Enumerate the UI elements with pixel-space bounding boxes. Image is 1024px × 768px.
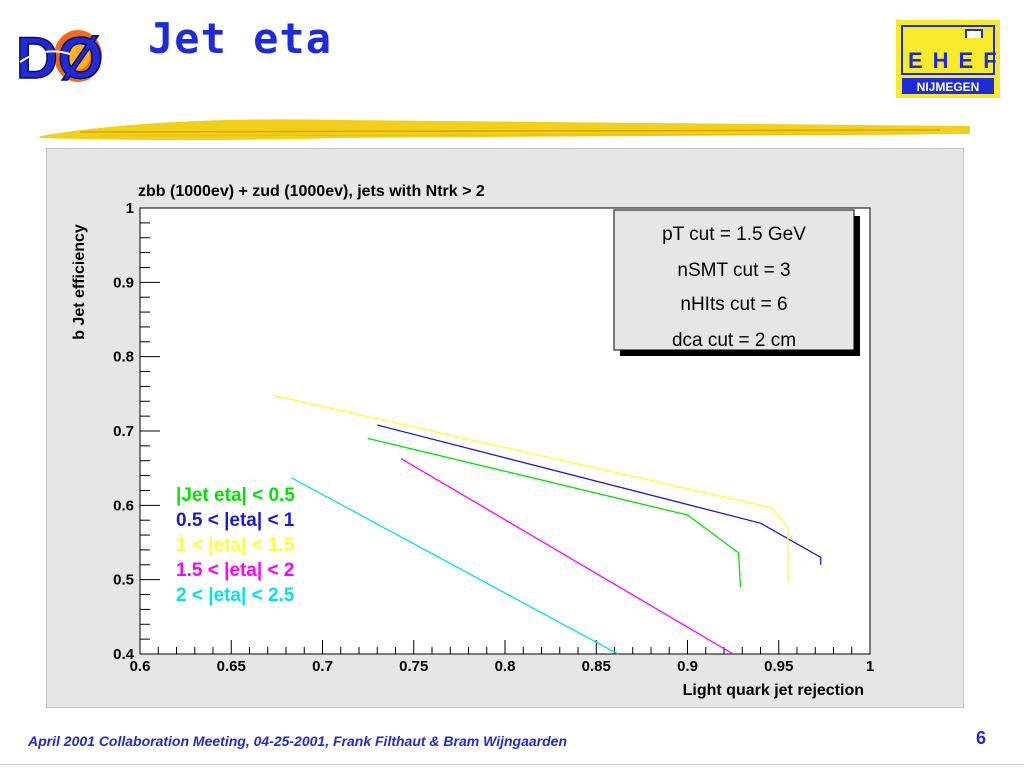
series-line-4 [400, 457, 734, 655]
y-tick-label: 1 [126, 200, 134, 217]
legend-entry-1: |Jet eta| < 0.5 [176, 485, 295, 506]
page-title: Jet eta [148, 14, 333, 63]
info-box [613, 209, 855, 351]
chart-title: zbb (1000ev) + zud (1000ev), jets with N… [138, 183, 485, 200]
ehef-logo-text: EHEF [908, 48, 1000, 73]
series-lines [273, 394, 822, 655]
legend-entry-4: 1.5 < |eta| < 2 [176, 560, 294, 581]
x-tick-label: 0.85 [582, 658, 611, 675]
x-tick-label: 0.9 [677, 658, 698, 675]
legend-entry-5: 2 < |eta| < 2.5 [176, 585, 295, 606]
y-tick-label: 0.9 [113, 274, 134, 291]
series-line-1 [367, 437, 742, 588]
footer-text: April 2001 Collaboration Meeting, 04-25-… [28, 733, 567, 749]
info-nsmt-cut: nSMT cut = 3 [677, 260, 790, 281]
series-line-2 [377, 424, 822, 565]
x-tick-label: 0.75 [399, 658, 428, 675]
ehef-nijmegen-logo: EHEF NIJMEGEN [896, 20, 1000, 98]
x-tick-label: 0.7 [312, 658, 333, 675]
d0-logo: DØ [15, 25, 104, 90]
header-divider-brush [40, 119, 970, 140]
bottom-rule [0, 764, 1024, 765]
efficiency-vs-rejection-chart: zbb (1000ev) + zud (1000ev), jets with N… [46, 148, 964, 708]
x-axis-label: Light quark jet rejection [683, 682, 864, 699]
y-axis-label: b Jet efficiency [71, 224, 88, 340]
series-line-3 [273, 394, 789, 584]
x-tick-label: 0.8 [495, 658, 516, 675]
x-tick-label: 1 [866, 658, 874, 675]
y-tick-label: 0.6 [113, 497, 134, 514]
info-dca-cut: dca cut = 2 cm [672, 330, 796, 351]
nijmegen-logo-text: NIJMEGEN [917, 80, 980, 94]
page-number: 6 [976, 728, 987, 748]
y-tick-label: 0.7 [113, 423, 134, 440]
x-tick-label: 0.65 [217, 658, 246, 675]
y-tick-label: 0.5 [113, 572, 134, 589]
cut-info-box: pT cut = 1.5 GeV nSMT cut = 3 nHIts cut … [613, 209, 860, 356]
axis-ticks: 0.6 0.65 0.7 0.75 0.8 0.85 0.9 0.95 1 0.4 0.5 0.6 0.… [113, 200, 874, 675]
info-nhits-cut: nHIts cut = 6 [680, 294, 787, 315]
y-tick-label: 0.8 [113, 349, 134, 366]
legend: |Jet eta| < 0.5 0.5 < |eta| < 1 1 < |eta| … [176, 485, 295, 606]
info-pt-cut: pT cut = 1.5 GeV [662, 224, 806, 245]
x-tick-label: 0.95 [764, 658, 793, 675]
legend-entry-2: 0.5 < |eta| < 1 [176, 510, 295, 531]
series-line-5 [291, 477, 619, 655]
legend-entry-3: 1 < |eta| < 1.5 [176, 535, 295, 556]
d0-logo-text: DØ [16, 26, 103, 90]
y-tick-label: 0.4 [113, 646, 135, 663]
x-tick-label: 0.6 [130, 658, 151, 675]
